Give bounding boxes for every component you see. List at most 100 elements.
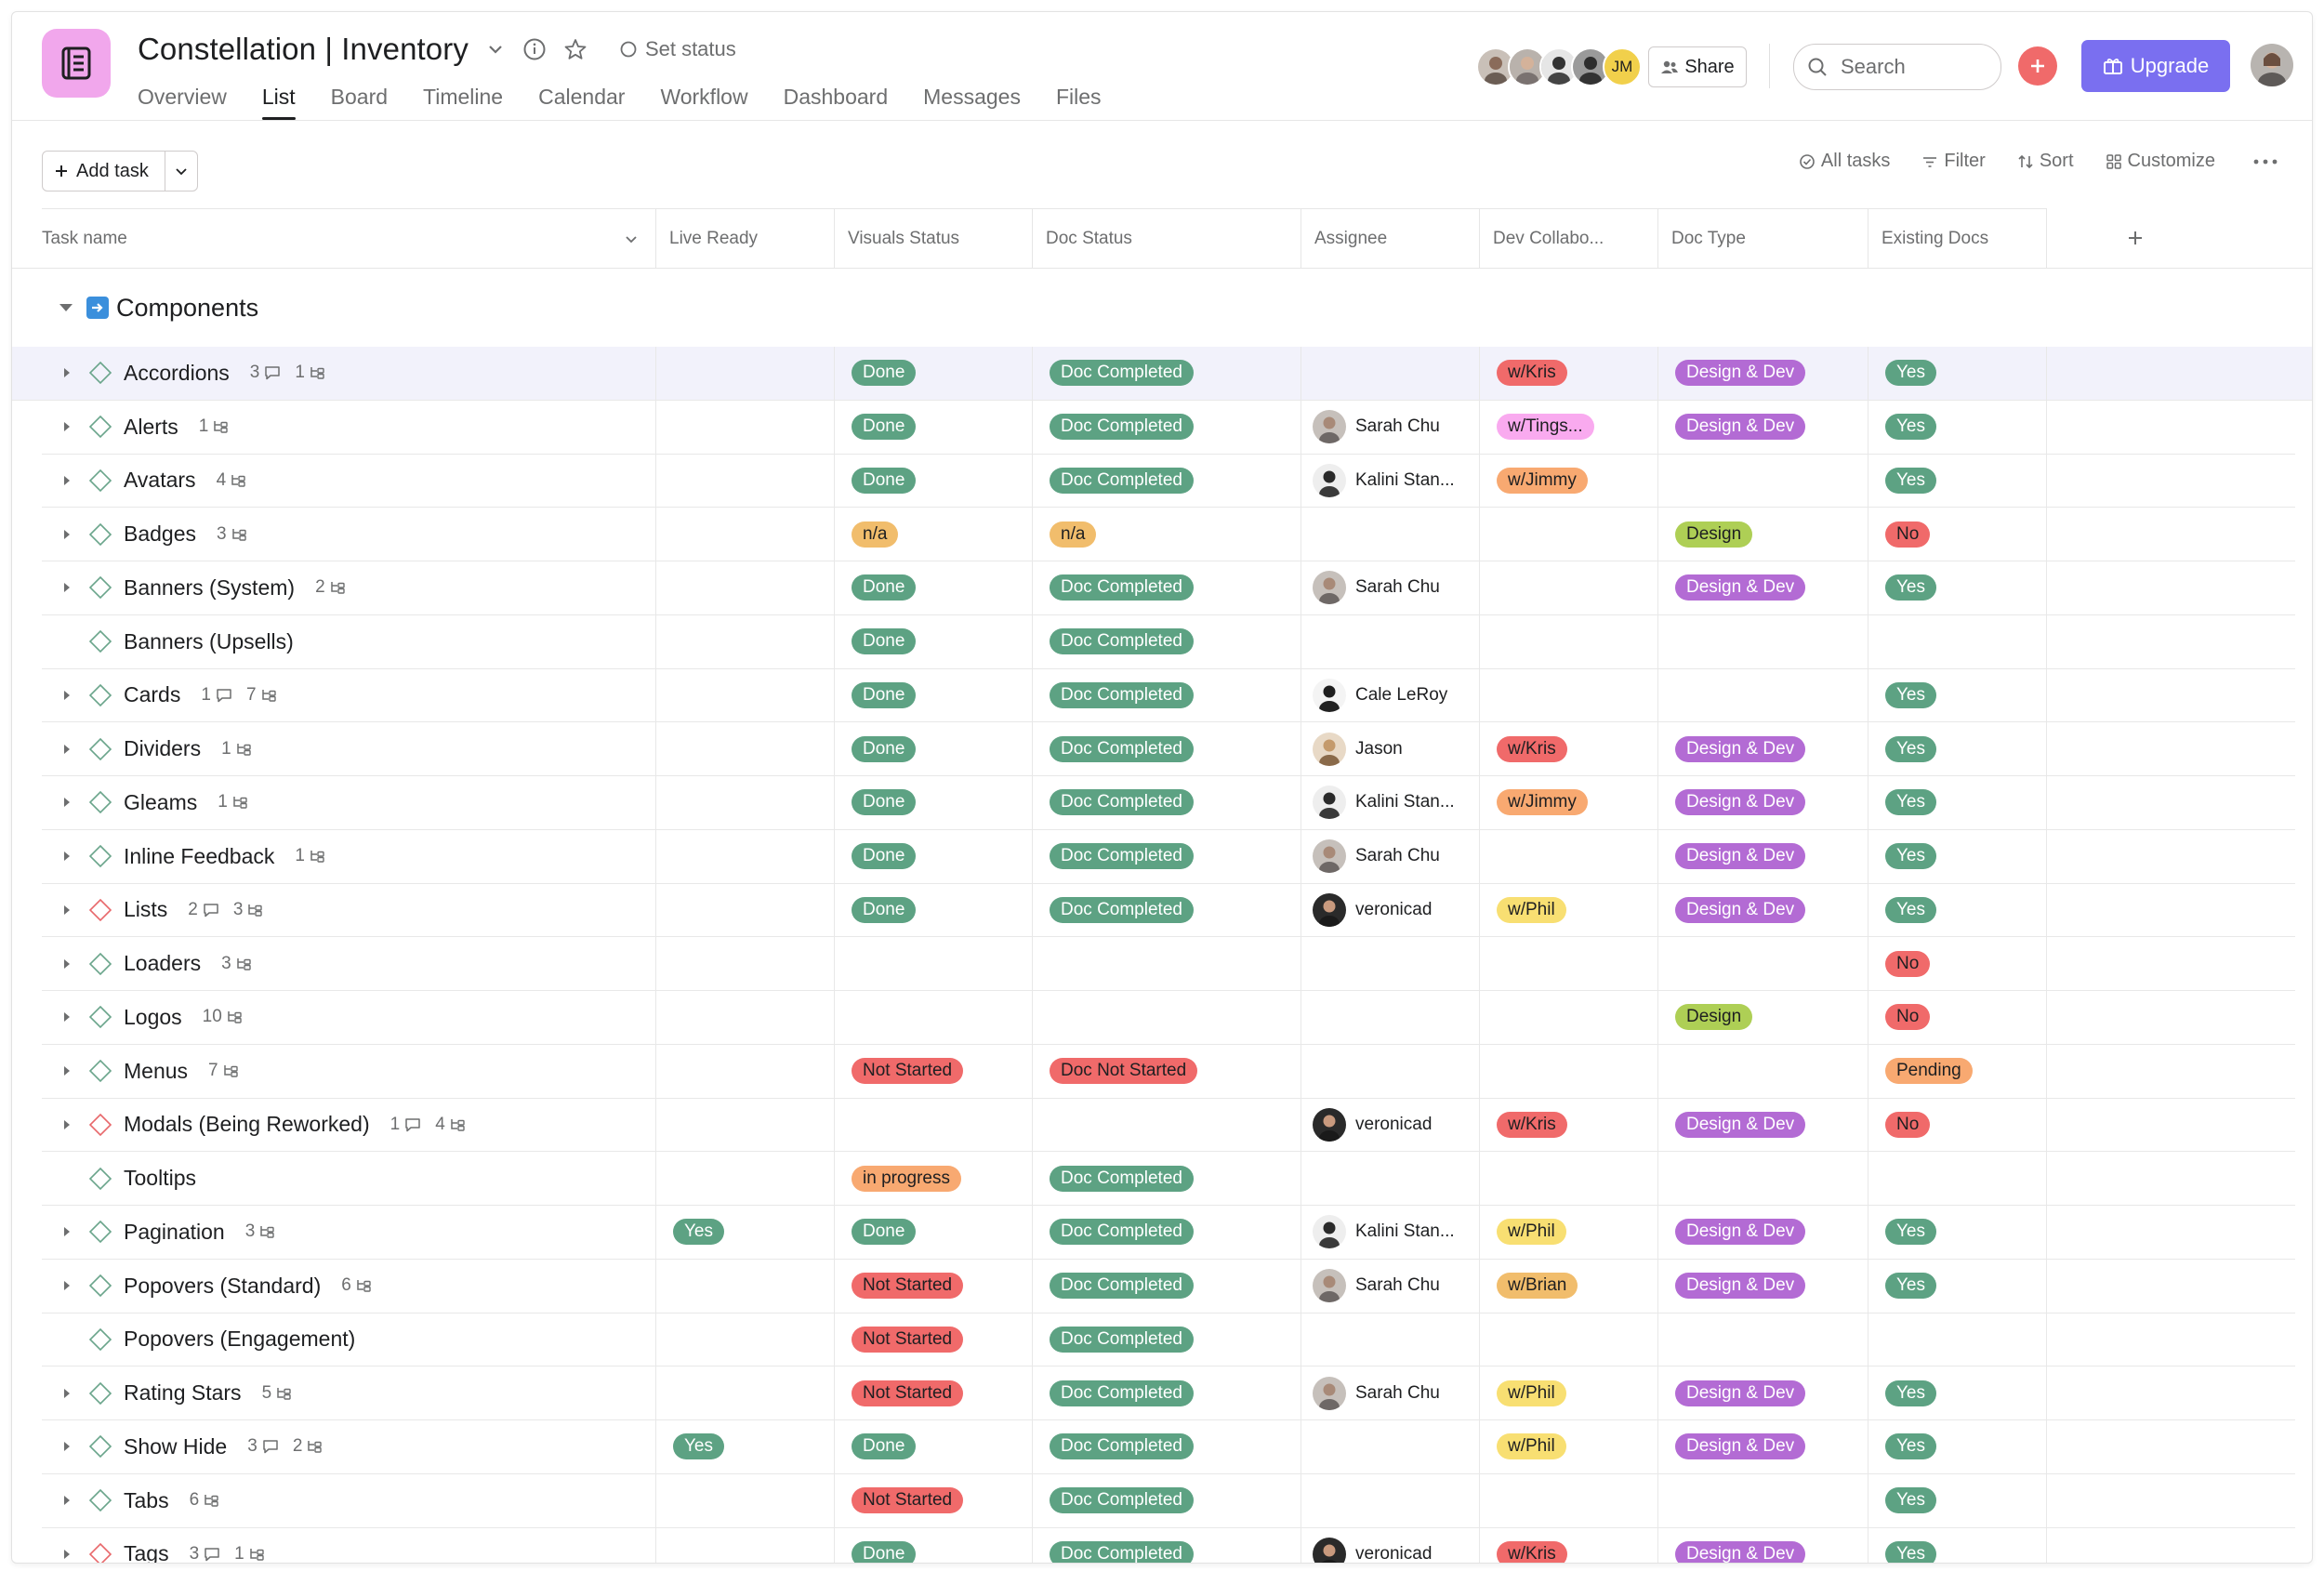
- doc-status-pill[interactable]: Doc Completed: [1050, 360, 1194, 387]
- upgrade-button[interactable]: Upgrade: [2081, 40, 2230, 92]
- cell-doc[interactable]: n/a: [1033, 508, 1301, 561]
- doc-status-pill[interactable]: Doc Completed: [1050, 1380, 1194, 1406]
- cell-visuals[interactable]: Not Started: [835, 1313, 1033, 1366]
- cell-doctype[interactable]: Design & Dev: [1658, 400, 1868, 454]
- cell-existing[interactable]: No: [1868, 1098, 2047, 1152]
- existing-docs-pill[interactable]: Yes: [1885, 1487, 1936, 1514]
- cell-live[interactable]: [656, 1152, 835, 1205]
- visuals-status-pill[interactable]: n/a: [852, 521, 899, 548]
- doc-status-pill[interactable]: Doc Completed: [1050, 843, 1194, 870]
- doc-type-pill[interactable]: Design & Dev: [1675, 1219, 1806, 1246]
- task-name[interactable]: Banners (Upsells): [124, 628, 294, 653]
- existing-docs-pill[interactable]: Yes: [1885, 360, 1936, 387]
- cell-live[interactable]: [656, 722, 835, 775]
- cell-visuals[interactable]: Done: [835, 614, 1033, 668]
- cell-doctype[interactable]: Design & Dev: [1658, 347, 1868, 400]
- cell-assignee[interactable]: Sarah Chu: [1301, 400, 1480, 454]
- tab-files[interactable]: Files: [1055, 85, 1102, 109]
- cell-existing[interactable]: Yes: [1868, 1527, 2047, 1563]
- set-status-button[interactable]: Set status: [619, 37, 736, 61]
- cell-live[interactable]: [656, 614, 835, 668]
- cell-doc[interactable]: Doc Completed: [1033, 1259, 1301, 1313]
- visuals-status-pill[interactable]: Not Started: [852, 1273, 964, 1300]
- task-name-cell[interactable]: Avatars 4: [124, 455, 261, 508]
- cell-doc[interactable]: Doc Completed: [1033, 1152, 1301, 1205]
- cell-dev[interactable]: [1480, 1473, 1658, 1527]
- subtask-count[interactable]: 1: [295, 846, 327, 866]
- cell-assignee[interactable]: Sarah Chu: [1301, 829, 1480, 883]
- project-list-icon[interactable]: [42, 29, 111, 98]
- cell-dev[interactable]: w/Phil: [1480, 883, 1658, 937]
- cell-existing[interactable]: Pending: [1868, 1044, 2047, 1098]
- cell-assignee[interactable]: veronicad: [1301, 1098, 1480, 1152]
- complete-task-checkbox[interactable]: [88, 1528, 112, 1563]
- expand-subtasks-button[interactable]: [60, 1474, 73, 1527]
- column-doc-status[interactable]: Doc Status: [1033, 208, 1301, 268]
- cell-dev[interactable]: [1480, 614, 1658, 668]
- table-row[interactable]: Inline Feedback 1 Done Doc Completed Sarah C…: [42, 829, 2295, 884]
- cell-visuals[interactable]: Done: [835, 1420, 1033, 1473]
- assignee[interactable]: Kalini Stan...: [1313, 786, 1455, 820]
- existing-docs-pill[interactable]: Yes: [1885, 843, 1936, 870]
- tab-calendar[interactable]: Calendar: [538, 85, 626, 109]
- doc-type-pill[interactable]: Design & Dev: [1675, 1540, 1806, 1563]
- visuals-status-pill[interactable]: Done: [852, 1540, 917, 1563]
- task-name[interactable]: Lists: [124, 897, 168, 922]
- table-row[interactable]: Lists 2 3 Done Doc Completed veronicad w/Phil D…: [42, 883, 2295, 938]
- table-row[interactable]: Cards 1 7 Done Doc Completed Cale LeRoy Yes: [42, 668, 2295, 723]
- expand-subtasks-button[interactable]: [60, 830, 73, 883]
- cell-doc[interactable]: Doc Completed: [1033, 454, 1301, 508]
- complete-task-checkbox[interactable]: [88, 615, 112, 668]
- expand-subtasks-button[interactable]: [60, 401, 73, 454]
- cell-existing[interactable]: Yes: [1868, 400, 2047, 454]
- assignee[interactable]: Sarah Chu: [1313, 571, 1440, 605]
- section-title[interactable]: Components: [116, 293, 259, 322]
- cell-dev[interactable]: w/Kris: [1480, 1098, 1658, 1152]
- cell-assignee[interactable]: [1301, 1152, 1480, 1205]
- column-visuals-status[interactable]: Visuals Status: [835, 208, 1033, 268]
- cell-dev[interactable]: [1480, 991, 1658, 1044]
- cell-visuals[interactable]: Done: [835, 347, 1033, 400]
- complete-task-checkbox[interactable]: [88, 455, 112, 508]
- task-name-cell[interactable]: Alerts 1: [124, 401, 244, 454]
- filter-button[interactable]: Filter: [1921, 151, 1986, 172]
- existing-docs-pill[interactable]: Yes: [1885, 467, 1936, 494]
- doc-status-pill[interactable]: Doc Completed: [1050, 1433, 1194, 1460]
- cell-assignee[interactable]: [1301, 1473, 1480, 1527]
- cell-doctype[interactable]: Design: [1658, 991, 1868, 1044]
- task-name-cell[interactable]: Inline Feedback 1: [124, 830, 340, 883]
- expand-subtasks-button[interactable]: [60, 1528, 73, 1564]
- cell-doc[interactable]: Doc Completed: [1033, 1366, 1301, 1419]
- cell-doc[interactable]: Doc Completed: [1033, 776, 1301, 829]
- dev-collaborator-pill[interactable]: w/Kris: [1497, 360, 1567, 387]
- doc-type-pill[interactable]: Design: [1675, 521, 1753, 548]
- doc-type-pill[interactable]: Design & Dev: [1675, 789, 1806, 816]
- doc-status-pill[interactable]: Doc Completed: [1050, 896, 1194, 923]
- cell-visuals[interactable]: Done: [835, 400, 1033, 454]
- cell-doctype[interactable]: Design & Dev: [1658, 829, 1868, 883]
- table-row[interactable]: Alerts 1 Done Doc Completed Sarah Chu w/Tings…: [42, 400, 2295, 455]
- visuals-status-pill[interactable]: Not Started: [852, 1326, 964, 1353]
- cell-dev[interactable]: w/Tings...: [1480, 400, 1658, 454]
- existing-docs-pill[interactable]: Yes: [1885, 735, 1936, 762]
- cell-dev[interactable]: [1480, 937, 1658, 990]
- doc-type-pill[interactable]: Design & Dev: [1675, 843, 1806, 870]
- assignee[interactable]: Sarah Chu: [1313, 1376, 1440, 1410]
- cell-existing[interactable]: Yes: [1868, 1366, 2047, 1419]
- live-ready-pill[interactable]: Yes: [673, 1433, 724, 1460]
- assignee[interactable]: Kalini Stan...: [1313, 1215, 1455, 1249]
- cell-assignee[interactable]: [1301, 1313, 1480, 1366]
- expand-subtasks-button[interactable]: [60, 1099, 73, 1152]
- cell-doctype[interactable]: [1658, 937, 1868, 990]
- visuals-status-pill[interactable]: Done: [852, 574, 917, 601]
- complete-task-checkbox[interactable]: [88, 1099, 112, 1152]
- assignee[interactable]: Kalini Stan...: [1313, 463, 1455, 497]
- visuals-status-pill[interactable]: Done: [852, 414, 917, 441]
- visuals-status-pill[interactable]: Not Started: [852, 1058, 964, 1085]
- doc-status-pill[interactable]: Doc Completed: [1050, 1165, 1194, 1192]
- task-name-cell[interactable]: Lists 2 3: [124, 884, 278, 937]
- task-name-cell[interactable]: Badges 3: [124, 508, 262, 561]
- expand-subtasks-button[interactable]: [60, 1366, 73, 1419]
- tab-dashboard[interactable]: Dashboard: [783, 85, 889, 109]
- assignee[interactable]: veronicad: [1313, 1537, 1432, 1563]
